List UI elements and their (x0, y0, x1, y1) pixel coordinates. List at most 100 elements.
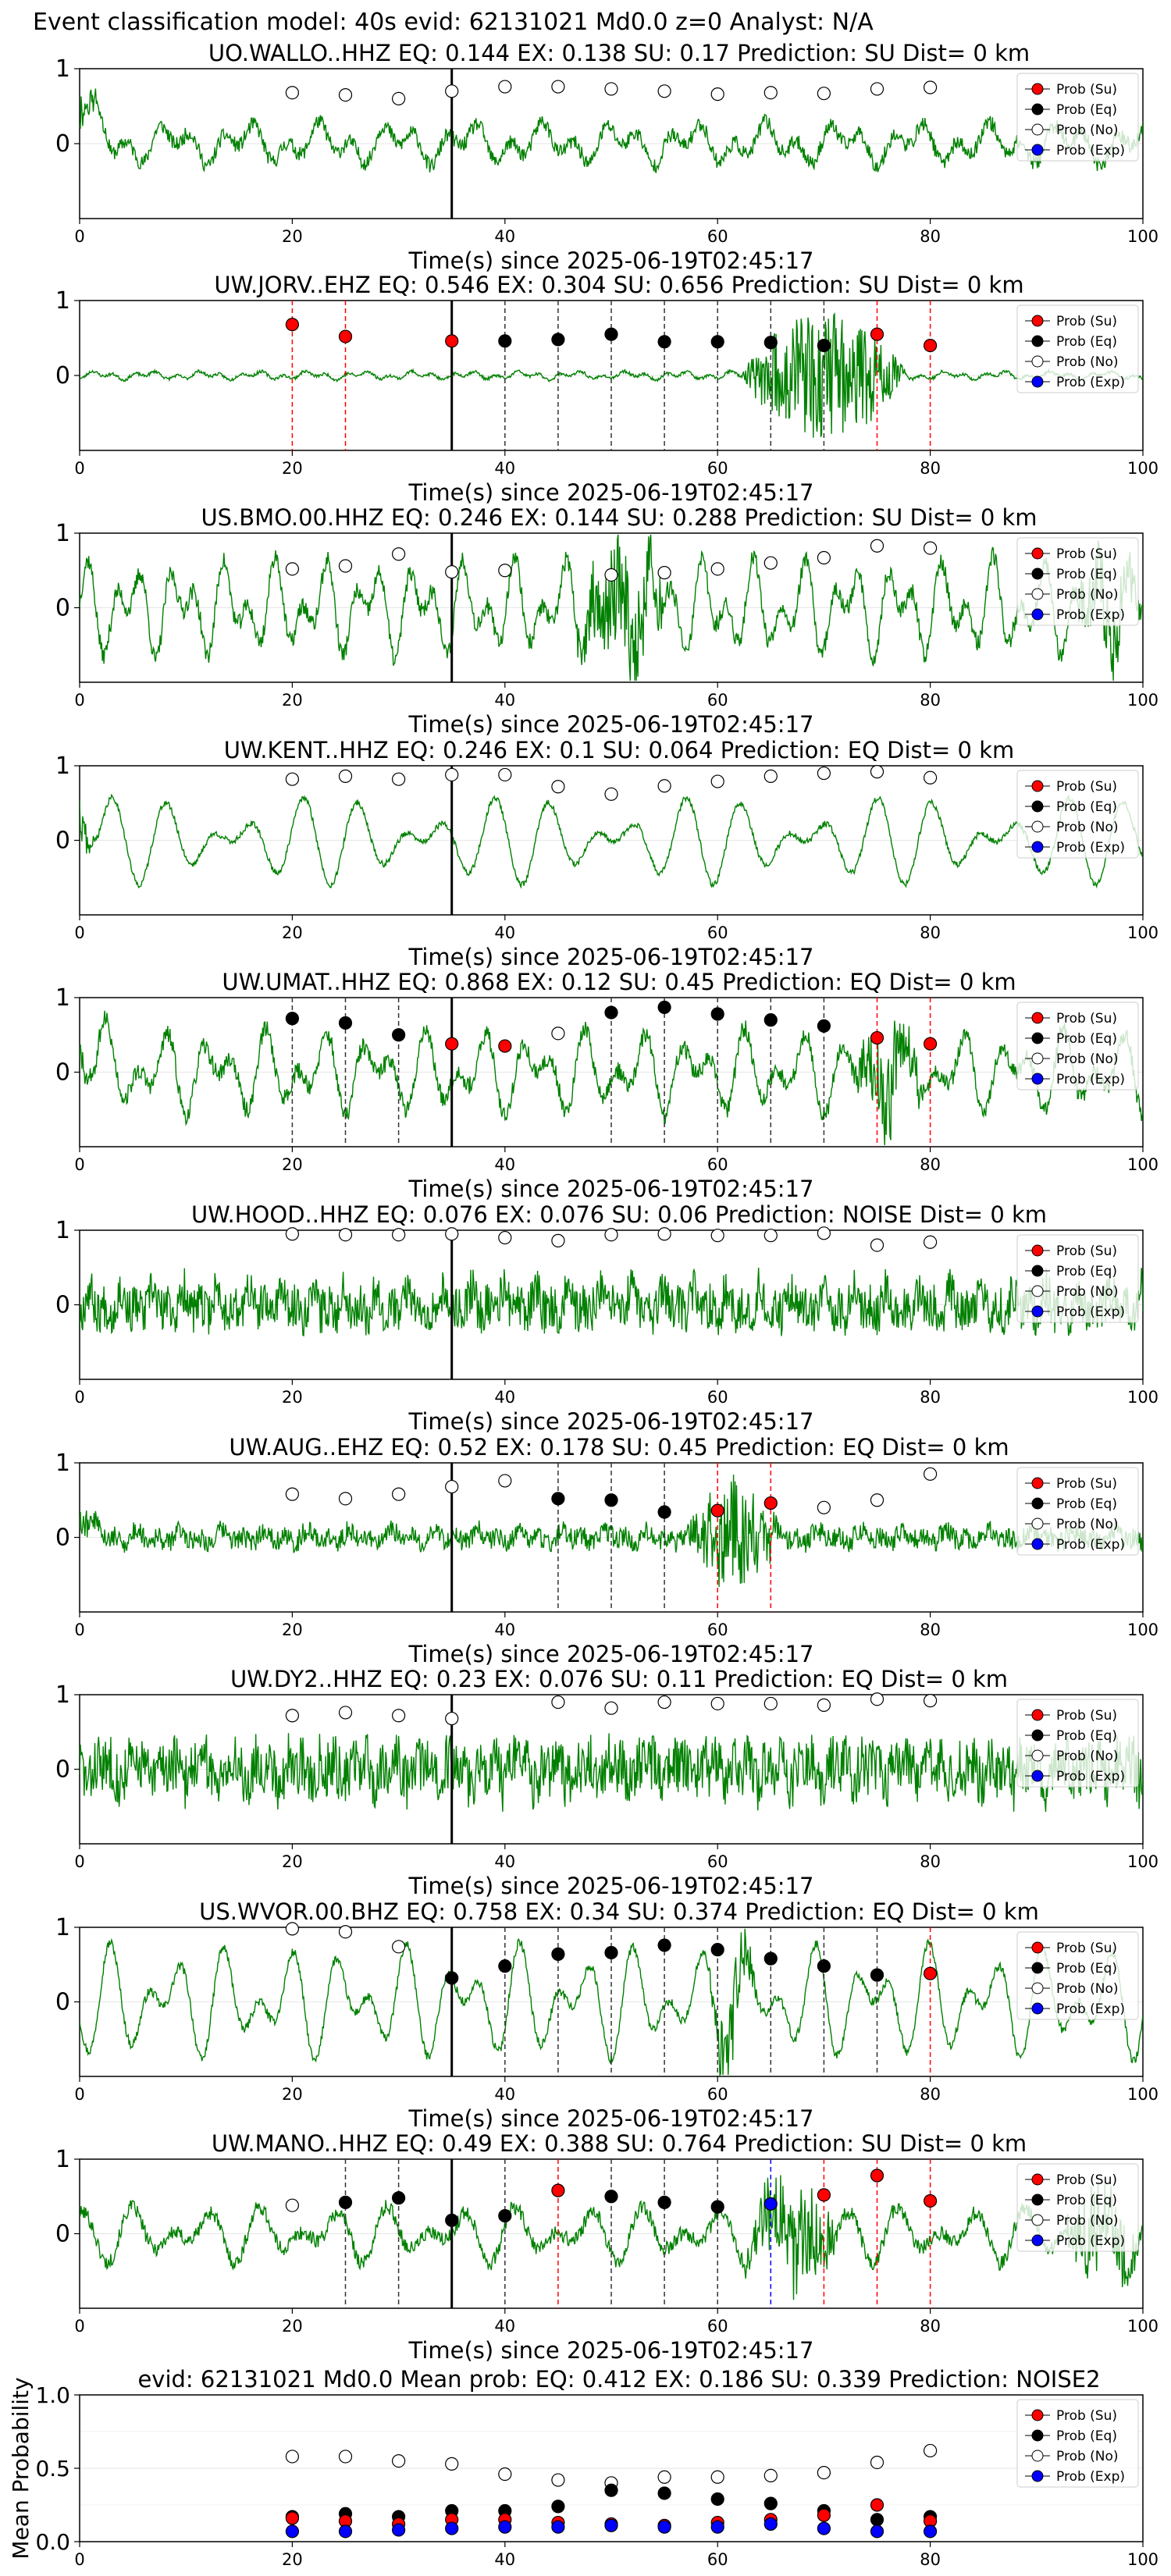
x-tick-label: 100 (1127, 459, 1159, 478)
prob-marker-eq (817, 1019, 831, 1033)
y-tick-label: 0 (55, 1059, 70, 1087)
x-axis-label: Time(s) since 2025-06-19T02:45:17 (408, 1873, 814, 1899)
prob-marker-eq (551, 333, 565, 347)
panel-title: UW.MANO..HHZ EQ: 0.49 EX: 0.388 SU: 0.76… (212, 2130, 1027, 2157)
prob-marker-no (445, 84, 459, 98)
prob-marker-eq (763, 1013, 778, 1027)
legend-marker-no (1031, 355, 1044, 368)
prob-marker-no (817, 1226, 831, 1240)
legend-label: Prob (No) (1056, 1517, 1119, 1532)
x-tick-label: 0 (74, 1388, 84, 1407)
x-tick-label: 20 (282, 923, 303, 942)
legend: Prob (Su) Prob (Eq) Prob (No) Prob (Exp) (1016, 1931, 1139, 2020)
y-tick-label: 1 (55, 984, 70, 1012)
prob-marker-eq (445, 1971, 459, 1985)
legend-label: Prob (No) (1056, 1749, 1119, 1764)
legend-marker-exp (1031, 2470, 1044, 2482)
x-axis-label: Time(s) since 2025-06-19T02:45:17 (408, 1641, 814, 1667)
prob-marker-no (817, 1500, 831, 1514)
legend-marker-no (1031, 123, 1044, 136)
mean-prob-marker-no (763, 2468, 778, 2482)
prob-marker-no (285, 772, 299, 786)
prob-marker-su (817, 2188, 831, 2202)
prob-marker-su (870, 1030, 884, 1045)
legend-marker-su (1031, 1012, 1044, 1024)
legend-marker-exp (1031, 1538, 1044, 1550)
legend-label: Prob (Su) (1056, 1011, 1117, 1026)
prob-marker-no (498, 564, 512, 578)
legend-label: Prob (Exp) (1056, 1537, 1125, 1553)
legend-label: Prob (Eq) (1056, 2193, 1117, 2208)
prob-marker-eq (657, 1938, 671, 1952)
prob-marker-no (285, 2198, 299, 2212)
prob-marker-no (498, 1230, 512, 1245)
x-tick-label: 40 (494, 1621, 515, 1639)
legend-marker-eq (1031, 2429, 1044, 2442)
x-tick-label: 40 (494, 2317, 515, 2336)
mean-prob-marker-su (870, 2498, 884, 2512)
prob-marker-no (817, 1698, 831, 1712)
prob-marker-no (392, 91, 406, 106)
prob-marker-eq (604, 1493, 618, 1507)
legend-label: Prob (Su) (1056, 779, 1117, 795)
mean-prob-marker-exp (604, 2518, 618, 2532)
x-tick-label: 100 (1127, 1388, 1159, 1407)
mean-prob-marker-exp (870, 2524, 884, 2539)
x-tick-label: 0 (74, 1155, 84, 1174)
mean-prob-marker-su (817, 2508, 831, 2522)
legend-marker-exp (1031, 1073, 1044, 1085)
mean-prob-marker-no (710, 2470, 724, 2484)
x-tick-label: 80 (920, 691, 941, 710)
mean-prob-marker-no (498, 2467, 512, 2482)
x-tick-label: 80 (920, 227, 941, 246)
legend-label: Prob (Exp) (1056, 840, 1125, 856)
prob-marker-no (870, 1238, 884, 1252)
legend-label: Prob (No) (1056, 123, 1119, 138)
legend-marker-exp (1031, 608, 1044, 621)
prob-marker-no (870, 1493, 884, 1507)
x-tick-label: 60 (707, 2317, 728, 2336)
prob-marker-no (763, 1696, 778, 1711)
mean-prob-marker-eq (870, 2513, 884, 2527)
mean-prob-marker-exp (445, 2521, 459, 2535)
prob-marker-no (870, 765, 884, 779)
x-tick-label: 0 (74, 2317, 84, 2336)
prob-marker-su (923, 1037, 938, 1051)
prob-marker-no (870, 539, 884, 553)
legend-label: Prob (Eq) (1056, 2428, 1117, 2444)
x-tick-label: 60 (707, 2085, 728, 2104)
prob-marker-su (498, 1039, 512, 1053)
prob-marker-su (923, 339, 938, 353)
prob-marker-eq (392, 1028, 406, 1042)
prob-marker-eq (710, 335, 724, 349)
legend-label: Prob (Su) (1056, 1708, 1117, 1724)
x-tick-label: 20 (282, 1852, 303, 1871)
legend-label: Prob (Exp) (1056, 1304, 1125, 1320)
panel-11: 0 20 40 60 80 100 0.0 0.5 1.0 evid: 62131021 Md0.… (8, 2366, 1159, 2569)
legend-box (1016, 1467, 1139, 1556)
prob-marker-eq (657, 335, 671, 349)
x-tick-label: 0 (74, 459, 84, 478)
x-tick-label: 80 (920, 1852, 941, 1871)
mean-prob-marker-su (285, 2511, 299, 2525)
panel-title: US.BMO.00.HHZ EQ: 0.246 EX: 0.144 SU: 0.… (201, 504, 1037, 531)
mean-prob-marker-eq (604, 2483, 618, 2497)
mean-prob-marker-exp (710, 2520, 724, 2534)
panel-title: UW.UMAT..HHZ EQ: 0.868 EX: 0.12 SU: 0.45… (222, 969, 1016, 995)
legend-label: Prob (Eq) (1056, 1728, 1117, 1744)
mean-prob-marker-no (870, 2455, 884, 2470)
legend: Prob (Su) Prob (Eq) Prob (No) Prob (Exp) (1016, 1234, 1139, 1323)
prob-marker-no (710, 1696, 724, 1711)
y-tick-label: 0 (55, 1756, 70, 1784)
legend-label: Prob (Exp) (1056, 1072, 1125, 1087)
prob-marker-no (392, 547, 406, 561)
prob-marker-no (338, 1706, 353, 1720)
mean-prob-marker-exp (498, 2520, 512, 2534)
x-tick-label: 60 (707, 2550, 728, 2569)
prob-marker-no (551, 1026, 565, 1041)
x-tick-label: 40 (494, 691, 515, 710)
x-tick-label: 100 (1127, 2085, 1159, 2104)
legend-marker-eq (1031, 2194, 1044, 2206)
y-tick-label: 1 (55, 753, 70, 780)
